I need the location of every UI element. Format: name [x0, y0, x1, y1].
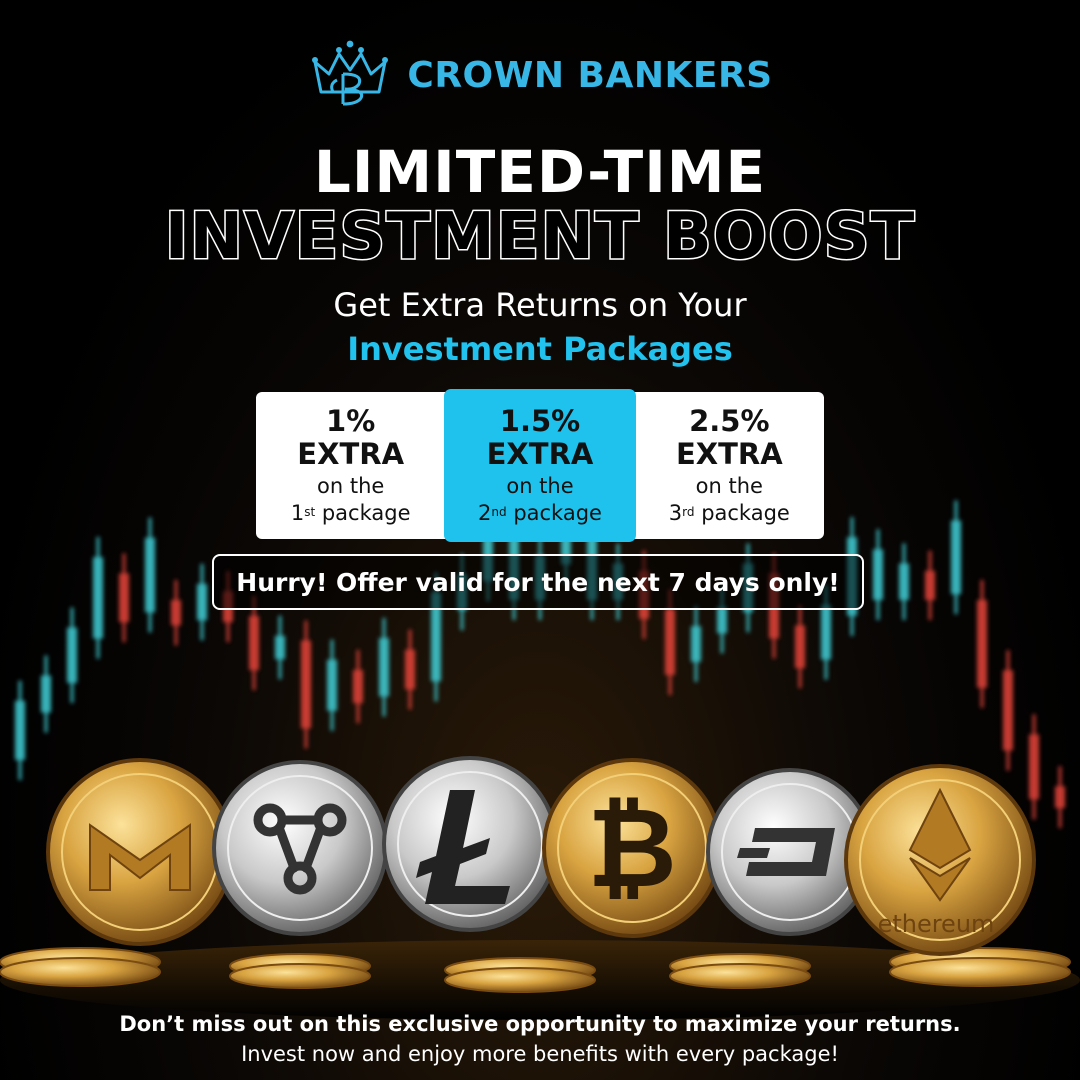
footer-line-1: Don’t miss out on this exclusive opportu…	[119, 1012, 961, 1036]
candle-body	[899, 563, 909, 600]
candle-body	[41, 675, 51, 713]
offer-extra-label: EXTRA	[486, 437, 594, 471]
dash-icon	[737, 828, 835, 876]
candle-body	[93, 557, 103, 639]
offer-on-the: on the	[695, 474, 763, 498]
candle-body	[15, 700, 25, 760]
candle-body	[1029, 734, 1039, 800]
ethereum-icon	[908, 787, 972, 902]
offer-percent: 1.5%	[499, 404, 581, 438]
candle-body	[379, 637, 389, 697]
offer-package: 1st package	[291, 500, 411, 526]
candle-body	[301, 640, 311, 729]
offer-extra-label: EXTRA	[297, 437, 405, 471]
ripple-icon	[253, 803, 347, 895]
ripple-coin	[212, 760, 388, 936]
offer-package: 2nd package	[478, 500, 602, 526]
footer-line-2: Invest now and enjoy more benefits with …	[241, 1042, 839, 1066]
candle-body	[171, 600, 181, 626]
candle-body	[119, 573, 129, 623]
candle-body	[873, 549, 883, 600]
candle-body	[795, 625, 805, 669]
candle-body	[951, 520, 961, 595]
crypto-coins-illustration: ₿ ethereum	[0, 756, 1080, 1020]
offer-ordinal-suffix: nd	[491, 505, 507, 519]
candle-body	[327, 659, 337, 711]
candle-body	[717, 606, 727, 634]
offer-card-3: 2.5% EXTRA on the 3rd package	[635, 392, 824, 539]
offer-on-the: on the	[317, 474, 385, 498]
bitcoin-icon: ₿	[587, 784, 677, 912]
offer-ordinal: 3	[668, 501, 683, 525]
offer-package: 3rd package	[669, 500, 790, 526]
offer-ordinal: 1	[290, 501, 305, 525]
candle-body	[1003, 670, 1013, 751]
monero-coin	[46, 758, 234, 946]
litecoin-icon	[416, 790, 510, 904]
headline-limited-time: LIMITED-TIME	[313, 138, 767, 206]
offer-package-word: package	[321, 501, 411, 525]
ethereum-label: ethereum	[878, 910, 995, 938]
candle-body	[665, 609, 675, 675]
candle-body	[821, 604, 831, 660]
headline-investment-boost: INVESTMENT BOOST	[163, 199, 916, 276]
candle-body	[275, 635, 285, 660]
offer-package-word: package	[701, 501, 790, 525]
offer-package-word: package	[513, 501, 602, 525]
candle-body	[977, 600, 987, 688]
candle-body	[197, 583, 207, 621]
monero-icon	[89, 823, 191, 891]
offer-percent: 1%	[326, 404, 376, 438]
offer-on-the: on the	[506, 474, 574, 498]
brand-logo: CROWN BANKERS	[0, 40, 1080, 110]
subheadline-accent: Investment Packages	[347, 330, 733, 368]
subheadline: Get Extra Returns on Your	[333, 286, 747, 324]
coin-stacks	[0, 940, 1080, 1020]
offer-cards: 1% EXTRA on the 1st package 1.5% EXTRA o…	[256, 390, 824, 541]
offer-percent: 2.5%	[689, 404, 770, 438]
candle-body	[691, 626, 701, 662]
candle-body	[431, 592, 441, 682]
crown-cb-monogram-icon	[312, 40, 389, 106]
ethereum-coin: ethereum	[844, 764, 1036, 956]
offer-extra-label: EXTRA	[675, 437, 783, 471]
candle-body	[405, 649, 415, 690]
candle-body	[145, 537, 155, 613]
candle-body	[1055, 786, 1065, 808]
offer-ordinal: 2	[478, 501, 492, 525]
offer-ordinal-suffix: st	[304, 505, 316, 519]
offer-ordinal-suffix: rd	[682, 505, 695, 519]
offer-card-2: 1.5% EXTRA on the 2nd package	[445, 390, 635, 541]
bitcoin-coin: ₿	[542, 758, 722, 938]
candle-body	[353, 669, 363, 704]
offer-validity-banner: Hurry! Offer valid for the next 7 days o…	[212, 554, 864, 610]
brand-name: CROWN BANKERS	[407, 54, 773, 96]
candle-body	[925, 570, 935, 600]
candle-body	[249, 615, 259, 671]
candle-body	[67, 627, 77, 683]
offer-card-1: 1% EXTRA on the 1st package	[256, 392, 445, 539]
litecoin-coin	[382, 756, 558, 932]
